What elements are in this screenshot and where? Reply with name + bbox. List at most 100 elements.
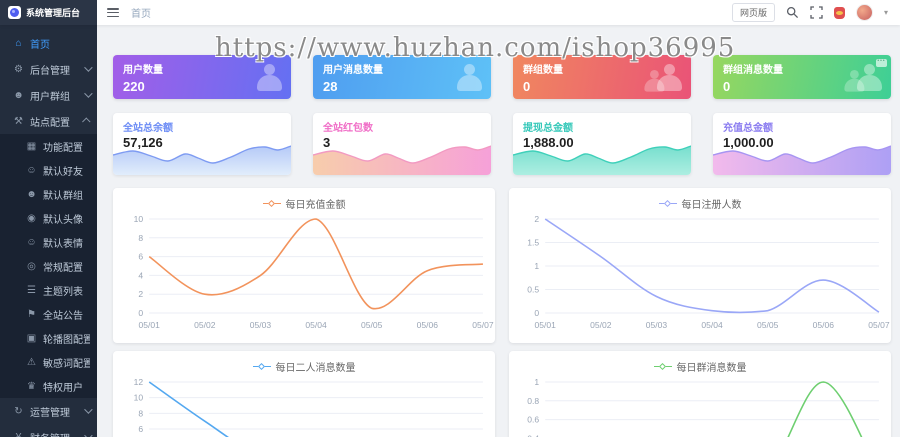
stat-card-label: 用户数量: [123, 65, 163, 76]
sidebar-item-8[interactable]: ☺ 默认表情: [0, 230, 97, 254]
metric-card-1: 全站红包数 3: [313, 113, 491, 175]
chart-legend-label: 每日二人消息数量: [275, 362, 356, 374]
logo[interactable]: 系统管理后台: [0, 0, 97, 25]
caret-down-icon[interactable]: ▾: [883, 8, 888, 17]
stat-card-label: 用户消息数量: [323, 65, 383, 76]
sidebar-item-label: 全站公告: [43, 310, 83, 322]
chart-row-bottom: 每日二人消息数量12108642005/0105/0205/0305/0405/…: [113, 351, 891, 437]
chart-legend[interactable]: 每日注册人数: [509, 197, 891, 211]
svg-text:05/07: 05/07: [472, 320, 494, 330]
sidebar-item-label: 财务管理: [30, 430, 70, 437]
globe-icon: ◎: [27, 260, 36, 272]
logo-text: 系统管理后台: [26, 8, 81, 18]
legend-marker-icon: [262, 199, 281, 208]
sidebar-item-12[interactable]: ▣ 轮播图配置: [0, 326, 97, 350]
sidebar-item-label: 默认表情: [43, 238, 83, 250]
web-version-button[interactable]: 网页版: [731, 3, 775, 22]
svg-text:10: 10: [134, 393, 144, 403]
sidebar-item-label: 功能配置: [43, 142, 83, 154]
chart-row-top: 每日充值金额 10 8 6 4 2 0 05/01 05/02 05/03 05/04 05/05 05…: [113, 188, 891, 343]
svg-text:0.6: 0.6: [527, 415, 539, 425]
svg-text:05/06: 05/06: [417, 320, 439, 330]
sidebar-collapse-icon[interactable]: [107, 8, 119, 17]
search-icon[interactable]: [786, 6, 799, 19]
metric-card-label: 全站红包数: [323, 123, 373, 134]
sidebar-item-2[interactable]: ☻ 用户群组: [0, 82, 97, 108]
svg-text:0.4: 0.4: [527, 433, 539, 437]
svg-text:4: 4: [138, 270, 143, 280]
list-icon: ☰: [27, 284, 36, 296]
sidebar-item-label: 默认头像: [43, 214, 83, 226]
sidebar-item-1[interactable]: ⚙ 后台管理: [0, 56, 97, 82]
svg-text:0: 0: [534, 308, 539, 318]
fullscreen-icon[interactable]: [810, 6, 823, 19]
avatar[interactable]: [855, 4, 873, 21]
metric-card-value: 1,000.00: [723, 135, 774, 150]
sidebar-item-14[interactable]: ♛ 特权用户: [0, 374, 97, 398]
svg-text:05/03: 05/03: [250, 320, 272, 330]
stat-card-label: 群组数量: [523, 65, 563, 76]
svg-text:2: 2: [534, 214, 539, 224]
sidebar-item-4[interactable]: ▦ 功能配置: [0, 134, 97, 158]
metric-card-label: 充值总金额: [723, 123, 773, 134]
red-packet-icon[interactable]: [833, 6, 845, 19]
sidebar-item-label: 首页: [30, 39, 50, 51]
sidebar-item-label: 敏感词配置: [43, 358, 90, 370]
legend-marker-icon: [658, 199, 677, 208]
sidebar-item-7[interactable]: ◉ 默认头像: [0, 206, 97, 230]
sidebar-item-16[interactable]: ¥ 财务管理: [0, 424, 97, 437]
metric-card-3: 充值总金额 1,000.00: [713, 113, 891, 175]
group-message-icon: [844, 70, 865, 94]
metric-card-label: 提现总金额: [523, 123, 573, 134]
sidebar-item-13[interactable]: ⚠ 敏感词配置: [0, 350, 97, 374]
metric-card-value: 3: [323, 135, 331, 150]
sidebar-item-15[interactable]: ↻ 运营管理: [0, 398, 97, 424]
sidebar-item-9[interactable]: ◎ 常规配置: [0, 254, 97, 278]
svg-text:8: 8: [138, 408, 143, 418]
sidebar-item-label: 特权用户: [43, 382, 83, 394]
metric-card-2: 提现总金额 1,888.00: [513, 113, 691, 175]
user-add-icon: ☺: [26, 164, 37, 176]
mini-wave-chart: [113, 145, 291, 175]
group-message-icon: [856, 64, 882, 94]
chat-bubble-icon: •••: [876, 59, 887, 67]
svg-text:6: 6: [138, 252, 143, 262]
stat-card-0: 用户数量 220: [113, 55, 291, 99]
line-chart: 2 1.5 1 0.5 0 05/01 05/02 05/03 05/04 05/05 05/06 0…: [527, 214, 890, 330]
sidebar-item-label: 站点配置: [30, 117, 70, 129]
chart-panel-1: 每日注册人数 2 1.5 1 0.5 0 05/01 05/02 05/03 05/04 05/05…: [509, 188, 891, 343]
sidebar-item-10[interactable]: ☰ 主题列表: [0, 278, 97, 302]
logo-icon: [8, 6, 21, 19]
avatar-icon: ◉: [27, 212, 36, 224]
topbar-actions: 网页版 ▾: [731, 3, 900, 22]
chart-legend[interactable]: 每日充值金额: [113, 197, 495, 211]
metric-card-0: 全站总余额 57,126: [113, 113, 291, 175]
sidebar-item-5[interactable]: ☺ 默认好友: [0, 158, 97, 182]
group-icon: [644, 70, 665, 94]
chevron-up-icon: [82, 117, 91, 126]
sidebar-item-3[interactable]: ⚒ 站点配置: [0, 108, 97, 134]
crown-icon: ♛: [27, 380, 36, 392]
mini-wave-chart: [713, 145, 891, 175]
chevron-down-icon: [84, 89, 93, 98]
wrench-icon: ⚒: [14, 115, 23, 127]
sidebar-item-label: 主题列表: [43, 286, 83, 298]
svg-text:6: 6: [138, 424, 143, 434]
sidebar-item-6[interactable]: ☻ 默认群组: [0, 182, 97, 206]
chart-legend[interactable]: 每日二人消息数量: [113, 360, 495, 374]
sidebar-item-label: 用户群组: [30, 91, 70, 103]
chart-legend[interactable]: 每日群消息数量: [509, 360, 891, 374]
svg-text:1: 1: [534, 377, 539, 387]
chevron-down-icon: [84, 63, 93, 72]
sidebar-item-11[interactable]: ⚑ 全站公告: [0, 302, 97, 326]
svg-text:05/01: 05/01: [535, 320, 557, 330]
sidebar-item-0[interactable]: ⌂ 首页: [0, 30, 97, 56]
breadcrumb[interactable]: 首页: [131, 9, 151, 20]
svg-text:05/01: 05/01: [139, 320, 161, 330]
legend-marker-icon: [252, 362, 271, 371]
svg-text:05/03: 05/03: [646, 320, 668, 330]
yen-icon: ¥: [15, 431, 22, 437]
svg-text:05/04: 05/04: [305, 320, 327, 330]
refresh-icon: ↻: [14, 405, 23, 417]
chart-panel-0: 每日充值金额 10 8 6 4 2 0 05/01 05/02 05/03 05/04 05/05 05…: [113, 188, 495, 343]
